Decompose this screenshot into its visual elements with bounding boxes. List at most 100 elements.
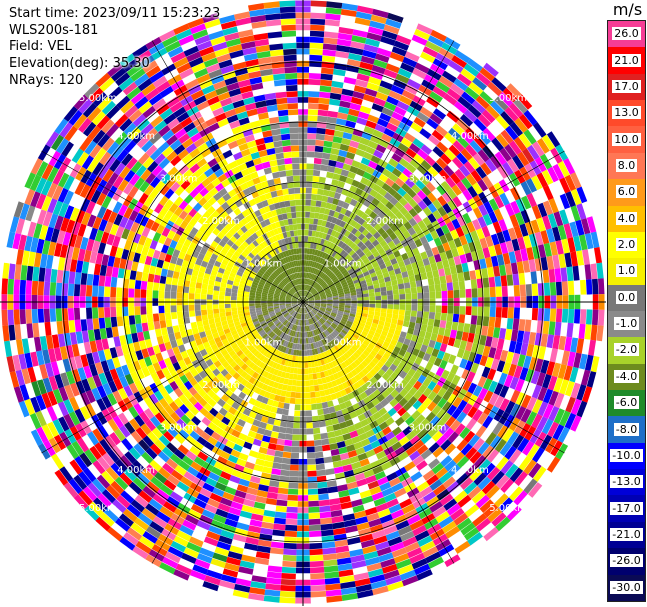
- radar-gate: [368, 434, 378, 444]
- radar-gate: [378, 187, 388, 197]
- radar-gate: [390, 371, 399, 381]
- radar-gate: [303, 338, 307, 344]
- radar-gate: [330, 86, 343, 95]
- radar-gate: [13, 279, 20, 295]
- radar-gate: [446, 404, 457, 416]
- radar-gate: [381, 372, 390, 381]
- radar-gate: [395, 431, 406, 441]
- radar-gate: [342, 132, 353, 140]
- radar-gate: [344, 70, 358, 79]
- radar-gate: [554, 268, 562, 283]
- radar-gate: [325, 308, 332, 312]
- radar-gate: [330, 324, 337, 330]
- radar-gate: [373, 380, 382, 389]
- radar-gate: [397, 336, 406, 344]
- radar-gate: [428, 355, 437, 365]
- radar-gate: [457, 545, 474, 560]
- radar-gate: [469, 468, 483, 482]
- radar-gate: [408, 208, 418, 218]
- radar-gate: [334, 56, 349, 65]
- radar-gate: [415, 280, 423, 287]
- radar-gate: [176, 285, 184, 293]
- radial-gates: [1, 0, 605, 604]
- radar-gate: [277, 357, 283, 365]
- radar-gate: [394, 416, 405, 427]
- radar-gate: [25, 309, 32, 324]
- radar-gate: [325, 336, 331, 343]
- radar-gate: [304, 272, 307, 278]
- radar-gate: [319, 340, 324, 347]
- radar-gate: [424, 331, 432, 340]
- radar-gate: [304, 362, 309, 368]
- radar-gate: [439, 493, 454, 506]
- radar-gate: [1, 309, 8, 326]
- radar-gate: [269, 547, 284, 555]
- radar-gate: [432, 269, 440, 278]
- radar-gate: [380, 196, 389, 206]
- radar-gate: [265, 583, 281, 591]
- radar-gate: [315, 133, 325, 141]
- radar-gate: [292, 318, 297, 324]
- radar-gate: [373, 231, 381, 240]
- radar-gate: [344, 335, 351, 341]
- radar-gate: [386, 210, 395, 219]
- radar-gate: [374, 402, 384, 412]
- radar-gate: [346, 341, 354, 348]
- radar-gate: [388, 90, 402, 101]
- radar-gate: [327, 400, 334, 408]
- radar-gate: [304, 344, 307, 350]
- radar-gate: [110, 316, 118, 328]
- radar-gate: [322, 547, 337, 555]
- radar-gate: [327, 319, 333, 324]
- radar-gate: [355, 339, 363, 346]
- radar-gate: [459, 427, 471, 439]
- radar-gate: [343, 288, 350, 293]
- radar-gate: [446, 313, 454, 322]
- radar-gate: [309, 554, 324, 562]
- radar-gate: [487, 507, 503, 523]
- radar-gate: [224, 303, 231, 309]
- radar-gate: [422, 387, 433, 398]
- radar-gate: [229, 545, 244, 555]
- radar-gate: [379, 263, 387, 270]
- radar-gate: [451, 218, 461, 230]
- radar-gate: [371, 103, 384, 113]
- radar-gate: [326, 480, 337, 488]
- radar-gate: [283, 548, 297, 556]
- radar-gate: [483, 527, 499, 542]
- radar-gate: [464, 280, 472, 290]
- radar-gate: [353, 85, 367, 94]
- radar-gate: [303, 302, 305, 308]
- radar-gate: [378, 421, 389, 431]
- radar-gate: [230, 449, 241, 458]
- radar-gate: [444, 132, 457, 145]
- radar-gate: [347, 171, 356, 180]
- radar-gate: [410, 471, 423, 482]
- radar-gate: [350, 235, 358, 243]
- radar-gate: [243, 542, 258, 551]
- radar-gate: [436, 350, 445, 360]
- radar-gate: [333, 252, 340, 259]
- radar-gate: [330, 312, 337, 316]
- radar-gate: [450, 229, 459, 240]
- radar-gate: [447, 257, 456, 267]
- radar-gate: [528, 106, 543, 122]
- radar-gate: [436, 244, 445, 254]
- radar-gate: [424, 155, 436, 167]
- radar-gate: [250, 444, 261, 453]
- radar-gate: [467, 486, 482, 500]
- radar-gate: [494, 243, 503, 256]
- radar-gate: [530, 219, 541, 234]
- radar-gate: [470, 536, 487, 551]
- radar-gate: [356, 386, 365, 395]
- radar-gate: [160, 268, 168, 277]
- radar-gate: [224, 295, 231, 301]
- radar-gate: [292, 373, 298, 380]
- radar-gate: [505, 351, 514, 364]
- radar-gate: [367, 140, 379, 150]
- radar-gate: [462, 243, 471, 254]
- radar-gate: [323, 357, 329, 365]
- radar-gate: [402, 320, 410, 328]
- radar-gate: [304, 248, 308, 254]
- radar-gate: [407, 127, 420, 138]
